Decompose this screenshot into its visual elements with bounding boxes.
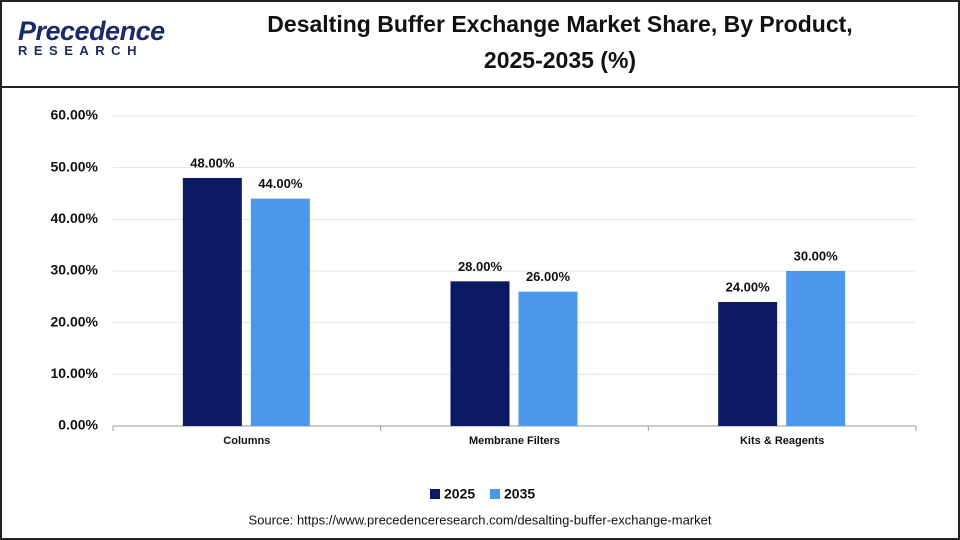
x-tick-label: Columns	[223, 435, 270, 447]
bar	[250, 198, 310, 426]
value-label: 24.00%	[726, 279, 771, 294]
value-label: 26.00%	[526, 269, 571, 284]
x-tick-label: Kits & Reagents	[740, 435, 824, 447]
bar	[518, 291, 578, 426]
y-tick-label: 0.00%	[58, 417, 98, 433]
logo-name: Precedence	[18, 16, 165, 46]
source: Source: https://www.precedenceresearch.c…	[249, 512, 712, 527]
y-tick-label: 30.00%	[51, 262, 99, 278]
value-label: 30.00%	[794, 248, 839, 263]
logo: Precedence RESEARCH	[18, 16, 165, 58]
logo-sub: RESEARCH	[18, 43, 143, 58]
y-tick-label: 50.00%	[51, 158, 99, 174]
x-tick-label: Membrane Filters	[469, 435, 560, 447]
legend-label: 2035	[504, 486, 535, 502]
legend-swatch	[430, 489, 440, 499]
value-label: 44.00%	[258, 176, 303, 191]
y-tick-label: 20.00%	[51, 313, 99, 329]
bar	[182, 178, 242, 426]
value-label: 28.00%	[458, 259, 503, 274]
chart-title: Desalting Buffer Exchange Market Share, …	[267, 11, 853, 73]
bar	[718, 302, 778, 426]
legend-label: 2025	[444, 486, 475, 502]
value-label: 48.00%	[190, 155, 235, 170]
y-tick-label: 40.00%	[51, 210, 99, 226]
legend-swatch	[490, 489, 500, 499]
bar	[450, 281, 510, 426]
y-tick-label: 10.00%	[51, 365, 99, 381]
bar	[786, 271, 846, 426]
y-tick-label: 60.00%	[51, 107, 99, 123]
